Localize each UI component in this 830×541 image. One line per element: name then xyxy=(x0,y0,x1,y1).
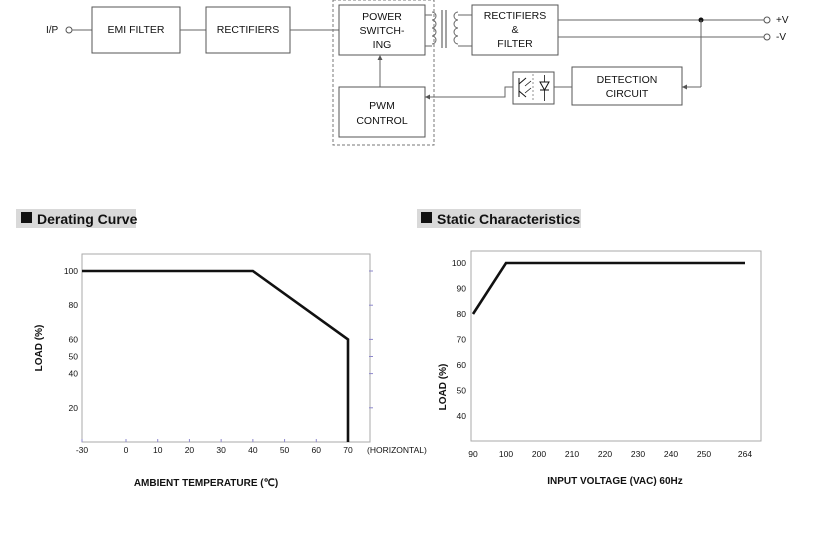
detection-line2: CIRCUIT xyxy=(606,88,649,100)
rect-filter-line2: & xyxy=(511,24,518,36)
optocoupler-icon xyxy=(512,71,555,105)
x-ticks: 90 100 200 210 220 230 240 250 264 xyxy=(468,449,752,459)
series-line xyxy=(471,261,745,315)
x-tick-label: 40 xyxy=(248,445,258,455)
x-axis-label: AMBIENT TEMPERATURE (℃) xyxy=(134,478,278,489)
x-tick-label: 100 xyxy=(499,449,513,459)
x-tick-label: 70 xyxy=(343,445,353,455)
pwm-line2: CONTROL xyxy=(356,115,407,127)
x-tick-label: 30 xyxy=(216,445,226,455)
y-tick-label: 80 xyxy=(69,300,79,310)
x-tick-label: 60 xyxy=(312,445,322,455)
x-tick-label: 20 xyxy=(185,445,195,455)
chart-frame xyxy=(470,250,762,442)
positive-terminal xyxy=(763,16,771,24)
y-tick-label: 60 xyxy=(457,360,467,370)
rect-filter-line3: FILTER xyxy=(497,38,533,50)
x-tick-label: 264 xyxy=(738,449,752,459)
static-characteristics-chart: 40 50 60 70 80 90 100 90 100 200 210 220 230 240 250 2… xyxy=(438,250,762,487)
y-ticks: 20 40 50 60 80 100 xyxy=(64,266,373,413)
y-tick-label: 50 xyxy=(69,352,79,362)
derating-header-bar xyxy=(16,209,136,228)
x-axis-label: INPUT VOLTAGE (VAC) 60Hz xyxy=(547,476,683,487)
static-header-bar xyxy=(417,209,581,228)
transformer-icon xyxy=(425,10,472,48)
y-axis-label: LOAD (%) xyxy=(34,325,45,372)
negative-output-label: -V xyxy=(776,32,786,43)
y-tick-label: 60 xyxy=(69,334,79,344)
x-tick-label: 220 xyxy=(598,449,612,459)
x-tick-label: 240 xyxy=(664,449,678,459)
static-header: Static Characteristics xyxy=(417,209,581,228)
x-tick-label: 200 xyxy=(532,449,546,459)
x-tick-label: 210 xyxy=(565,449,579,459)
x-tick-label: 230 xyxy=(631,449,645,459)
negative-terminal xyxy=(763,33,771,41)
series-lines xyxy=(471,261,745,315)
x-tick-label: 50 xyxy=(280,445,290,455)
input-label: I/P xyxy=(46,25,59,36)
derating-title: Derating Curve xyxy=(37,211,138,227)
power-switching-line2: SWITCH- xyxy=(360,25,405,37)
x-ticks: -30 0 10 20 30 40 50 60 70 xyxy=(76,439,353,455)
y-tick-label: 100 xyxy=(452,258,466,268)
block-diagram: I/P EMI FILTER RECTIFIERS POWER SWITCH- … xyxy=(46,0,789,146)
feedback-wire xyxy=(425,86,513,98)
dashed-enclosure xyxy=(332,0,435,146)
y-tick-label: 90 xyxy=(457,284,467,294)
emi-filter-label: EMI FILTER xyxy=(108,24,165,36)
rectifiers-filter-block xyxy=(471,4,559,56)
y-tick-label: 100 xyxy=(64,266,78,276)
x-tick-label: 250 xyxy=(697,449,711,459)
y-ticks: 40 50 60 70 80 90 100 xyxy=(452,258,466,421)
y-tick-label: 80 xyxy=(457,309,467,319)
x-tick-label: 10 xyxy=(153,445,163,455)
x-tick-label: -30 xyxy=(76,445,89,455)
arrow-icon xyxy=(682,84,687,90)
x-tick-label: 90 xyxy=(468,449,478,459)
y-tick-label: 70 xyxy=(457,335,467,345)
y-tick-label: 20 xyxy=(69,403,79,413)
x-tick-label: 0 xyxy=(124,445,129,455)
y-tick-label: 40 xyxy=(457,411,467,421)
x-tick-suffix: (HORIZONTAL) xyxy=(367,445,427,455)
series-lines xyxy=(82,269,350,442)
power-switching-line3: ING xyxy=(373,39,392,51)
input-terminal xyxy=(65,26,73,34)
y-tick-label: 40 xyxy=(69,369,79,379)
square-bullet-icon xyxy=(21,212,32,223)
detection-line1: DETECTION xyxy=(597,74,658,86)
positive-output-label: +V xyxy=(776,15,789,26)
rect-filter-line1: RECTIFIERS xyxy=(484,10,546,22)
square-bullet-icon xyxy=(421,212,432,223)
arrow-icon xyxy=(377,55,383,60)
pwm-control-block xyxy=(338,86,426,138)
pwm-line1: PWM xyxy=(369,100,395,112)
detection-circuit-block xyxy=(571,66,683,106)
power-switching-line1: POWER xyxy=(362,11,402,23)
chart-frame xyxy=(81,253,371,443)
derating-curve-chart: 20 40 50 60 80 100 -30 0 10 20 30 40 50 60 70 (HORIZO… xyxy=(34,253,427,489)
arrow-icon xyxy=(425,94,430,100)
static-title: Static Characteristics xyxy=(437,211,580,227)
rectifiers-block xyxy=(205,6,291,54)
power-switching-block xyxy=(338,4,426,56)
rectifiers-label: RECTIFIERS xyxy=(217,24,279,36)
y-axis-label: LOAD (%) xyxy=(438,364,449,411)
derating-header: Derating Curve xyxy=(16,209,138,228)
series-line xyxy=(82,269,350,442)
y-tick-label: 50 xyxy=(457,386,467,396)
